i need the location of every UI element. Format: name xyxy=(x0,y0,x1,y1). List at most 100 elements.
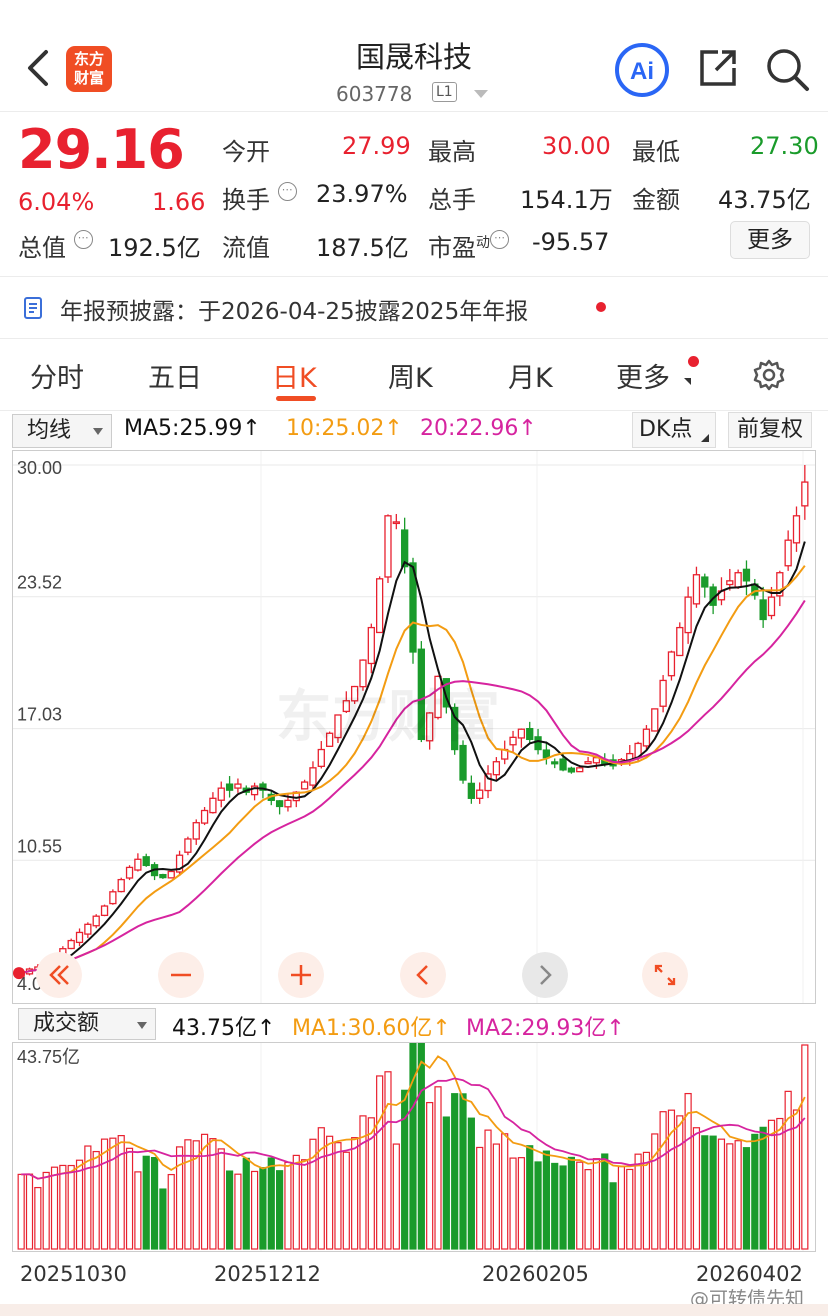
volume-value-label: 43.75亿↑ xyxy=(172,1016,276,1041)
candle-body xyxy=(209,797,217,814)
candle-body xyxy=(392,521,400,525)
volume-bar xyxy=(326,1135,334,1250)
volume-bar xyxy=(284,1161,292,1250)
volume-bar xyxy=(451,1093,459,1250)
candle-body xyxy=(367,626,375,665)
x-tick-label: 20251212 xyxy=(214,1262,321,1286)
candle-body xyxy=(217,787,225,801)
zoom-out-icon[interactable] xyxy=(158,952,204,998)
candle-body xyxy=(234,783,242,789)
candle-body xyxy=(742,568,751,582)
info-icon[interactable]: ⋯ xyxy=(490,230,509,249)
candle-body xyxy=(451,706,459,751)
low-value: 27.30 xyxy=(750,132,819,160)
candle-body xyxy=(776,572,784,597)
more-quote-button[interactable]: 更多 xyxy=(730,221,810,259)
volume-bar xyxy=(384,1071,392,1250)
tab-week-k[interactable]: 周K xyxy=(388,363,433,394)
tab-day-k[interactable]: 日K xyxy=(272,363,317,394)
volume-bar xyxy=(92,1150,100,1250)
rewind-icon[interactable] xyxy=(36,952,82,998)
candle-body xyxy=(559,758,567,771)
volume-ma1-line xyxy=(21,1055,806,1180)
share-icon[interactable] xyxy=(696,46,740,90)
volume-bar xyxy=(167,1173,175,1250)
pe-label: 市盈动 ⋯ xyxy=(428,228,509,263)
volume-chart[interactable]: 43.75亿 xyxy=(12,982,816,1252)
tab-five-day[interactable]: 五日 xyxy=(148,363,202,394)
candle-body xyxy=(659,679,667,707)
candle-body xyxy=(784,539,792,567)
zoom-in-icon[interactable] xyxy=(278,952,324,998)
candle-body xyxy=(109,891,117,905)
fullscreen-icon[interactable] xyxy=(642,952,688,998)
candle-body xyxy=(642,728,651,747)
ma20-label: 20:22.96↑ xyxy=(420,416,537,441)
open-label: 今开 xyxy=(222,138,270,166)
volume-bar xyxy=(609,1182,617,1250)
tab-more-caret-icon xyxy=(684,378,691,385)
tab-month-k[interactable]: 月K xyxy=(508,363,553,394)
candle-body xyxy=(584,761,592,765)
volume-bar xyxy=(301,1159,309,1250)
ai-label: Ai xyxy=(630,58,654,85)
candle-body xyxy=(84,923,92,935)
candle-body xyxy=(542,749,551,759)
volume-bar xyxy=(617,1165,626,1250)
candle-body xyxy=(526,727,534,741)
x-tick-label: 20260205 xyxy=(482,1262,589,1286)
volume-bar xyxy=(175,1146,184,1250)
divider xyxy=(0,338,828,339)
watermark: 东方财富 xyxy=(276,685,500,750)
volume-ma2-line xyxy=(21,1077,806,1180)
volume-bar xyxy=(759,1126,767,1250)
y-tick-label: 10.55 xyxy=(17,836,62,856)
volume-indicator-select[interactable]: 成交额 xyxy=(18,1008,156,1040)
candle-body xyxy=(167,870,175,879)
volume-bar xyxy=(634,1153,642,1250)
volume-label: 总手 xyxy=(428,186,476,214)
candle-body xyxy=(417,648,425,741)
tab-more[interactable]: 更多 xyxy=(616,363,670,394)
candle-body xyxy=(492,761,501,776)
top-bar: 东方 财富 国晟科技 603778 L1 Ai xyxy=(0,0,828,112)
candle-body xyxy=(317,748,325,768)
volume-bar xyxy=(309,1138,317,1250)
volume-bar xyxy=(501,1133,509,1250)
candle-body xyxy=(200,809,209,824)
candle-body xyxy=(192,822,200,840)
gear-icon[interactable] xyxy=(752,358,786,392)
ma-indicator-select[interactable]: 均线 xyxy=(12,414,112,448)
volume-bar xyxy=(159,1188,167,1250)
search-icon[interactable] xyxy=(764,46,810,92)
low-label: 最低 xyxy=(632,138,680,166)
dk-point-button[interactable]: DK点 xyxy=(632,412,716,448)
info-icon[interactable]: ⋯ xyxy=(73,230,93,249)
volume-bar xyxy=(225,1170,234,1250)
candle-body xyxy=(534,736,542,751)
volume-bar xyxy=(542,1150,550,1250)
ai-icon[interactable]: Ai xyxy=(614,42,670,98)
kline-chart[interactable]: 30.00 23.52 17.03 10.55 4.07 xyxy=(12,450,816,1004)
info-icon[interactable]: ⋯ xyxy=(277,182,297,201)
scroll-left-icon[interactable] xyxy=(400,952,446,998)
volume-bar xyxy=(184,1139,192,1250)
volume-bar xyxy=(209,1138,217,1250)
stock-code[interactable]: 603778 xyxy=(336,82,413,106)
float-value: 187.5亿 xyxy=(316,234,409,262)
code-dropdown-caret-icon[interactable] xyxy=(474,90,488,98)
tab-minute[interactable]: 分时 xyxy=(30,363,84,394)
adjust-button[interactable]: 前复权 xyxy=(728,412,812,448)
volume-bar xyxy=(484,1129,492,1250)
report-notice[interactable]: 年报预披露：于2026-04-25披露2025年年报 xyxy=(60,299,529,325)
volume-bar xyxy=(342,1151,350,1250)
open-value: 27.99 xyxy=(342,132,411,160)
scroll-right-icon[interactable] xyxy=(522,952,568,998)
candle-body xyxy=(676,626,684,657)
ma10-label: 10:25.02↑ xyxy=(286,416,403,441)
back-chevron-icon[interactable] xyxy=(22,48,58,88)
volume-bar xyxy=(709,1135,717,1250)
candle-body xyxy=(576,767,584,773)
candle-body xyxy=(334,714,342,739)
